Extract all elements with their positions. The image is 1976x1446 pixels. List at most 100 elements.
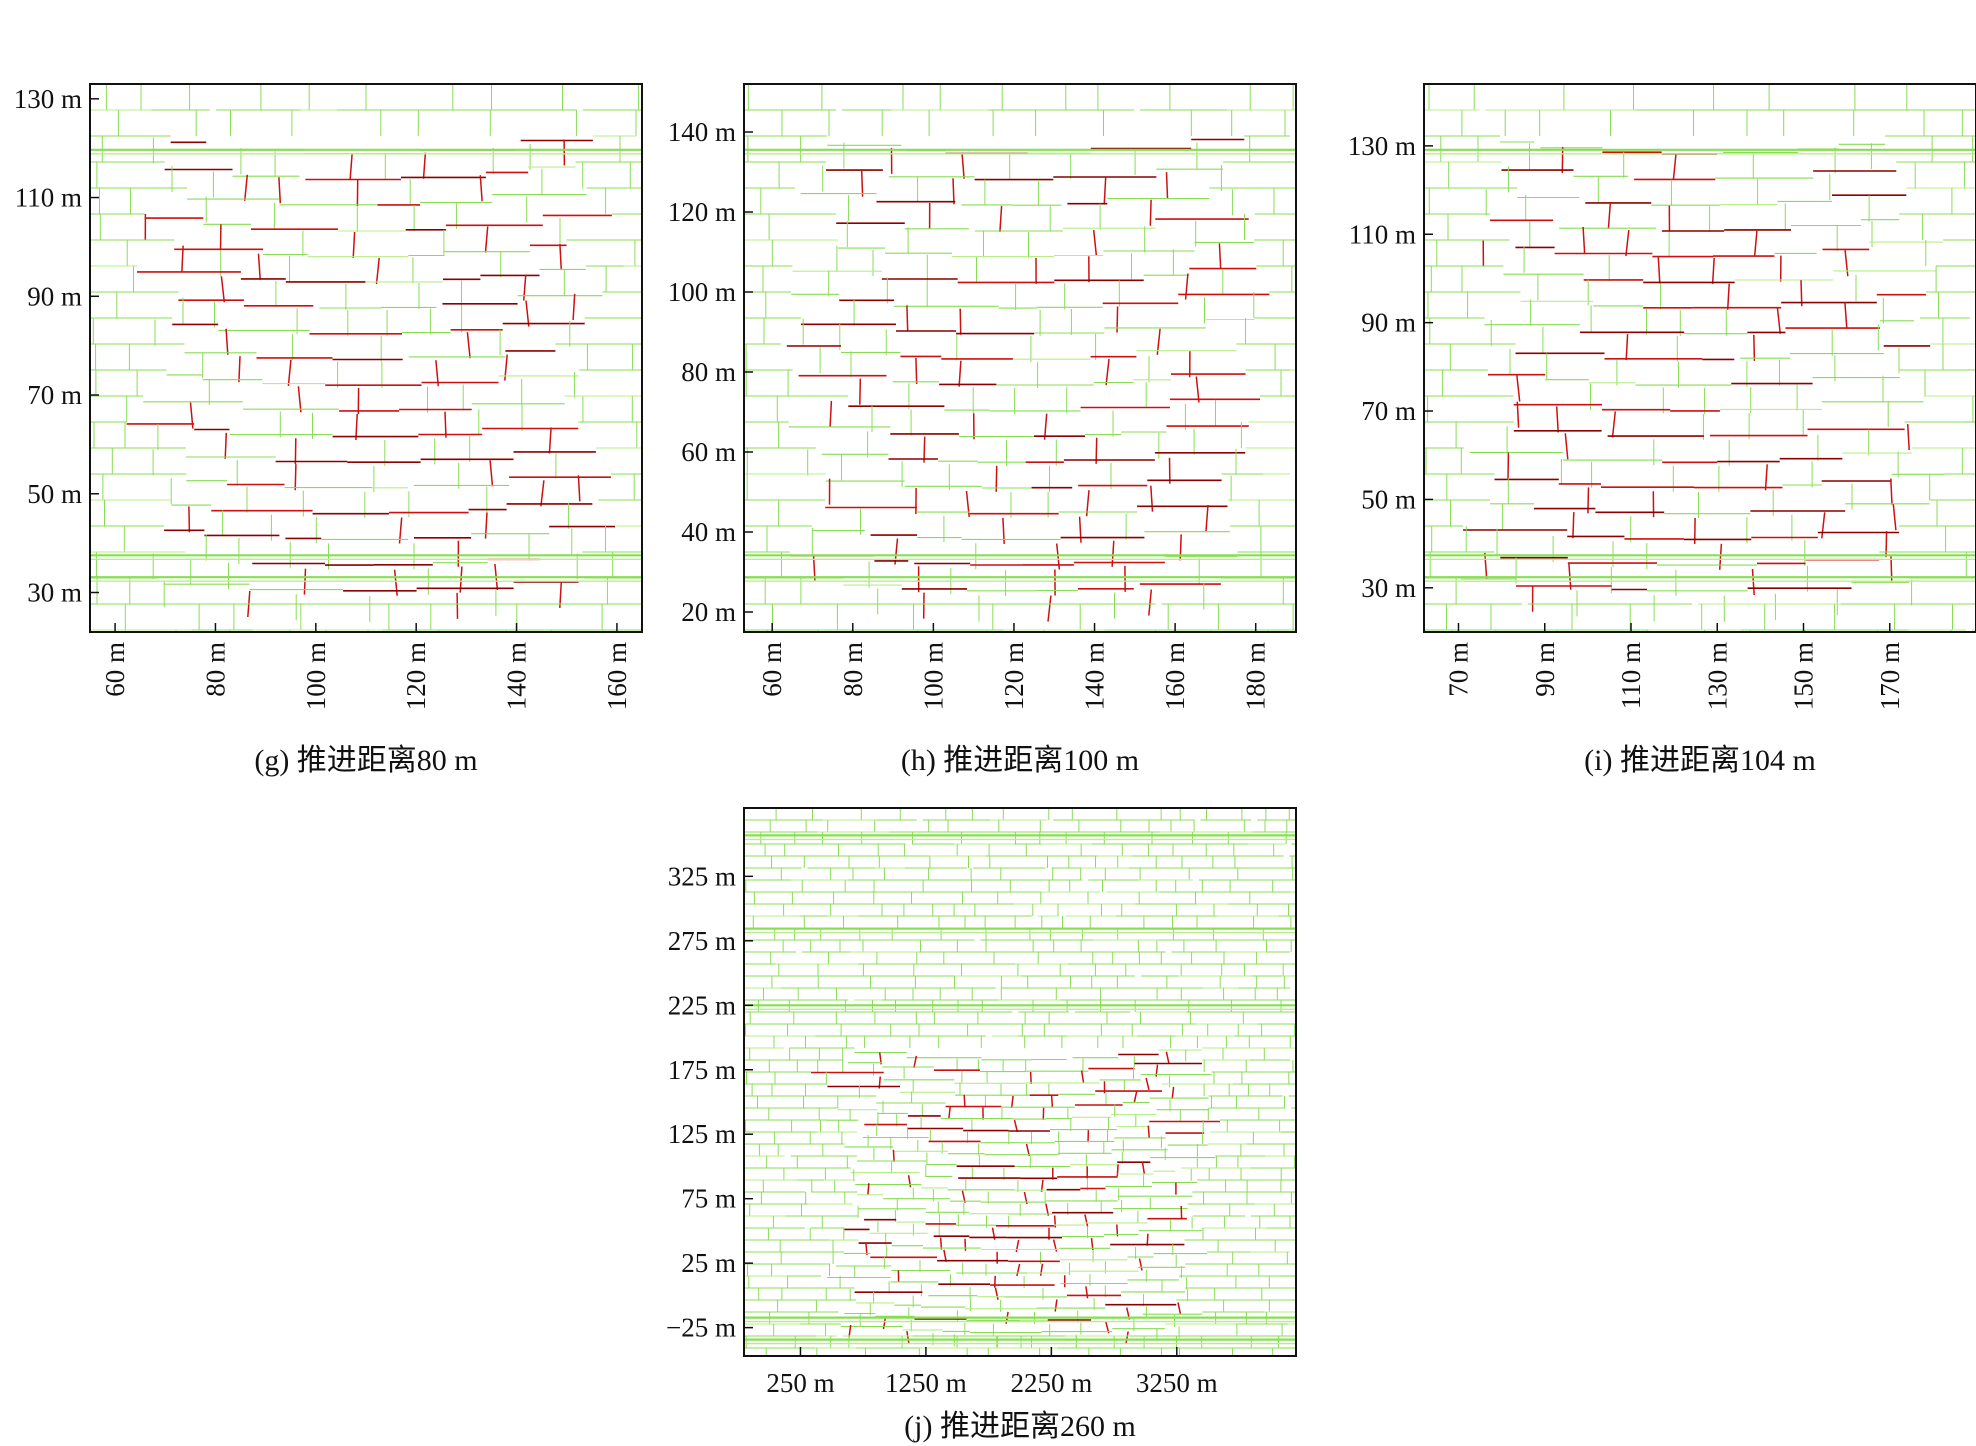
panel-j-y-tick-label: 125 m — [668, 1119, 736, 1149]
rock-joint — [1844, 250, 1849, 277]
panel-j-y-tick-label: 175 m — [668, 1055, 736, 1085]
panel-j-y-tick-label: −25 m — [666, 1313, 736, 1343]
panel-j-y-tick-label: 225 m — [668, 990, 736, 1020]
panel-g-y-tick-label: 90 m — [27, 281, 82, 311]
panel-i-y-tick-label: 70 m — [1361, 396, 1416, 426]
rock-joint — [1029, 1071, 1032, 1085]
rock-joint — [859, 378, 862, 405]
rock-joint — [1587, 487, 1590, 514]
rock-joint — [1776, 307, 1782, 334]
rock-joint — [224, 432, 228, 459]
rock-joint — [1050, 1095, 1054, 1108]
panel-j-x-tick-label: 250 m — [766, 1368, 834, 1398]
rock-joint — [1165, 172, 1169, 199]
panel-h-y-tick-label: 100 m — [668, 277, 736, 307]
rock-joint — [1092, 229, 1098, 257]
panel-i-x-axis: 70 m 90 m 110 m 130 m 150 m 170 m — [1444, 623, 1905, 710]
rock-joint — [1171, 1086, 1175, 1099]
rock-joint — [892, 1149, 895, 1162]
rock-joint — [188, 506, 191, 533]
rock-joint — [882, 1316, 887, 1330]
panel-h-x-axis: 60 m 80 m 100 m 120 m 140 m 160 m 180 m — [757, 623, 1271, 710]
rock-joint — [1711, 257, 1715, 284]
rock-joint — [1906, 424, 1910, 451]
rock-joint — [867, 1183, 870, 1196]
panel-j-x-tick-label: 3250 m — [1136, 1368, 1218, 1398]
panel-g-x-axis: 60 m 80 m 100 m 120 m 140 m 160 m — [100, 623, 632, 710]
rock-joint — [1753, 230, 1758, 257]
rock-joint — [1015, 1239, 1020, 1253]
rock-joint — [915, 357, 918, 385]
panel-h-x-tick-label: 160 m — [1160, 642, 1190, 710]
panel-i-y-tick-label: 90 m — [1361, 308, 1416, 338]
rock-joint — [913, 1055, 918, 1069]
rock-joint — [1625, 230, 1630, 257]
rock-joint — [948, 1106, 952, 1119]
rock-joint — [1844, 302, 1848, 329]
panel-h-y-tick-label: 40 m — [681, 517, 736, 547]
panel-j: −25 m 25 m 75 m 125 m 175 m 225 m 275 m … — [666, 807, 1297, 1443]
rock-joint — [1078, 516, 1082, 543]
panel-i-x-tick-label: 170 m — [1875, 642, 1905, 710]
rock-joint — [999, 205, 1003, 232]
panel-i-y-axis: 30 m 50 m 70 m 90 m 110 m 130 m — [1348, 131, 1433, 603]
rock-joint — [1039, 1263, 1044, 1276]
rock-joint — [1555, 406, 1559, 433]
rock-joint — [1138, 1258, 1143, 1271]
rock-joint — [522, 274, 527, 301]
rock-joint — [1672, 153, 1677, 180]
rock-joint — [225, 328, 229, 355]
rock-joint — [577, 475, 581, 502]
rock-joint — [540, 480, 545, 507]
rock-joint — [466, 332, 471, 359]
rock-joint — [504, 354, 508, 381]
rock-joint — [1582, 226, 1586, 254]
panel-h-x-tick-label: 80 m — [838, 642, 868, 697]
rock-joint — [297, 386, 302, 413]
panel-g-frame — [89, 83, 643, 633]
rock-joint — [1149, 199, 1152, 226]
panel-i-x-tick-label: 150 m — [1789, 642, 1819, 710]
panel-j-x-tick-label: 2250 m — [1010, 1368, 1092, 1398]
rock-joint — [1116, 306, 1119, 333]
rock-joint — [1218, 243, 1222, 270]
panel-g-x-tick-label: 160 m — [602, 642, 632, 710]
rock-joint — [489, 460, 494, 487]
panel-i-y-tick-label: 50 m — [1361, 484, 1416, 514]
rock-joint — [1013, 1119, 1019, 1133]
panel-i-x-tick-label: 90 m — [1530, 642, 1560, 697]
rock-joint — [1016, 1263, 1021, 1277]
rock-joint — [1165, 1051, 1170, 1064]
rock-joint — [993, 1275, 996, 1288]
rock-joint — [1657, 257, 1661, 284]
rock-joint — [1146, 1233, 1149, 1246]
rock-joint — [220, 276, 226, 303]
panel-h-y-tick-label: 20 m — [681, 597, 736, 627]
panel-j-frame — [743, 807, 1297, 1357]
rock-joint — [257, 253, 261, 280]
rock-joint — [1751, 568, 1755, 596]
rock-joint — [1607, 202, 1612, 230]
panel-h-x-tick-label: 140 m — [1080, 642, 1110, 710]
rock-joint — [965, 490, 970, 517]
panel-h-y-tick-label: 120 m — [668, 197, 736, 227]
rock-joint — [1177, 1302, 1182, 1315]
rock-joint — [1753, 334, 1756, 361]
panel-j-y-tick-label: 25 m — [681, 1248, 736, 1278]
panel-g-y-tick-label: 30 m — [27, 578, 82, 608]
rock-joint — [1890, 478, 1893, 505]
rock-joint — [484, 226, 489, 253]
rock-joint — [1145, 1077, 1150, 1091]
rock-joint — [906, 1330, 910, 1344]
rock-joint — [444, 411, 447, 438]
rock-joint — [484, 512, 488, 539]
rock-joint — [1516, 401, 1520, 428]
rock-joint — [559, 244, 563, 271]
panel-h: 20 m 40 m 60 m 80 m 100 m 120 m 140 m 60… — [668, 83, 1297, 777]
rock-joint — [860, 170, 864, 197]
panel-j-y-axis: −25 m 25 m 75 m 125 m 175 m 225 m 275 m … — [666, 861, 753, 1343]
rock-joint — [907, 1175, 912, 1188]
rock-joint — [1195, 376, 1200, 403]
rock-joint — [243, 174, 249, 201]
